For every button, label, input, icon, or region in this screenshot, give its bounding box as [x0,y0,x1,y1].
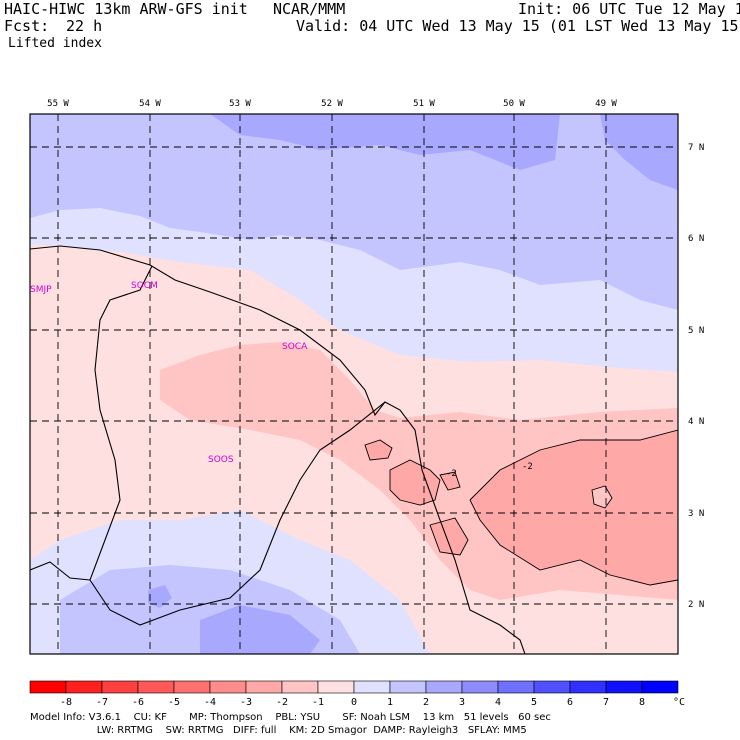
colorbar [29,680,679,694]
colorbar-swatch [317,680,355,694]
contour-lines [364,429,678,586]
colorbar-swatch [389,680,427,694]
forecast-label: Fcst: [4,17,50,35]
colorbar-tick-label: -3 [240,697,252,708]
colorbar-tick-label: 6 [567,697,573,708]
lat-label: 6 N [688,234,704,244]
colorbar-swatch [281,680,319,694]
colorbar-swatch [641,680,679,694]
model-info-line-2: LW: RRTMG SW: RRTMG DIFF: full KM: 2D Sm… [30,725,527,736]
colorbar-tick-label: -7 [96,697,108,708]
colorbar-tick-label: -5 [168,697,180,708]
lat-label: 2 N [688,600,704,610]
field-name: Lifted index [8,36,102,51]
colorbar-swatch [425,680,463,694]
colorbar-tick-label: -4 [204,697,216,708]
colorbar-tick-label: 0 [351,697,357,708]
colorbar-swatch [497,680,535,694]
lon-label: 54 W [139,99,161,109]
init-time: Init: 06 UTC Tue 12 May 15 [518,0,740,18]
colorbar-swatch [353,680,391,694]
contour-label: -2 [522,462,533,472]
lon-label: 53 W [229,99,251,109]
colorbar-unit: °C [673,697,685,708]
colorbar-tick-label: 8 [639,697,645,708]
positive-region-south-3 [200,605,320,654]
colorbar-swatch [245,680,283,694]
contour-label: -2 [446,469,457,479]
colorbar-tick-label: 3 [459,697,465,708]
colorbar-swatch [29,680,67,694]
lon-label: 50 W [503,99,525,109]
colorbar-tick-label: -6 [132,697,144,708]
colorbar-tick-label: -8 [60,697,72,708]
positive-region-3 [210,114,560,170]
colorbar-swatch [605,680,643,694]
colorbar-tick-label: 4 [495,697,501,708]
lon-label: 51 W [413,99,435,109]
station-label: SOOS [208,455,234,465]
lat-label: 3 N [688,509,704,519]
lon-label: 49 W [595,99,617,109]
colorbar-swatch [461,680,499,694]
organization: NCAR/MMM [273,0,346,18]
shaded-field [30,114,678,654]
station-label: SOCM [131,281,158,291]
coastlines [30,245,526,654]
station-label: SOCA [282,342,308,352]
valid-time: Valid: 04 UTC Wed 13 May 15 (01 LST Wed … [296,17,740,35]
lon-label: 52 W [321,99,343,109]
colorbar-labels: -8 -7 -6 -5 -4 -3 -2 -1 0 1 2 3 4 5 6 7 8 [60,697,645,708]
colorbar-tick-label: 5 [531,697,537,708]
lon-label: 55 W [47,99,69,109]
colorbar-swatch [101,680,139,694]
colorbar-swatch [569,680,607,694]
colorbar-tick-label: 7 [603,697,609,708]
lat-label: 7 N [688,143,704,153]
lat-label: 5 N [688,326,704,336]
colorbar-swatch [65,680,103,694]
positive-region-3b [600,114,678,190]
station-label: SMJP [30,285,52,295]
colorbar-tick-label: -1 [312,697,324,708]
model-info-line-1: Model Info: V3.6.1 CU: KF MP: Thompson P… [30,712,551,723]
forecast-hour: 22 h [66,17,103,35]
colorbar-swatch [209,680,247,694]
map-frame [29,113,679,655]
colorbar-tick-label: -2 [276,697,288,708]
colorbar-swatch [533,680,571,694]
colorbar-tick-label: 1 [387,697,393,708]
colorbar-swatch [173,680,211,694]
model-title: HAIC-HIWC 13km ARW-GFS init [4,0,248,18]
colorbar-tick-label: 2 [423,697,429,708]
lat-label: 4 N [688,417,704,427]
negative-region-2 [470,430,678,585]
colorbar-swatch [137,680,175,694]
lat-lon-grid [30,114,678,654]
